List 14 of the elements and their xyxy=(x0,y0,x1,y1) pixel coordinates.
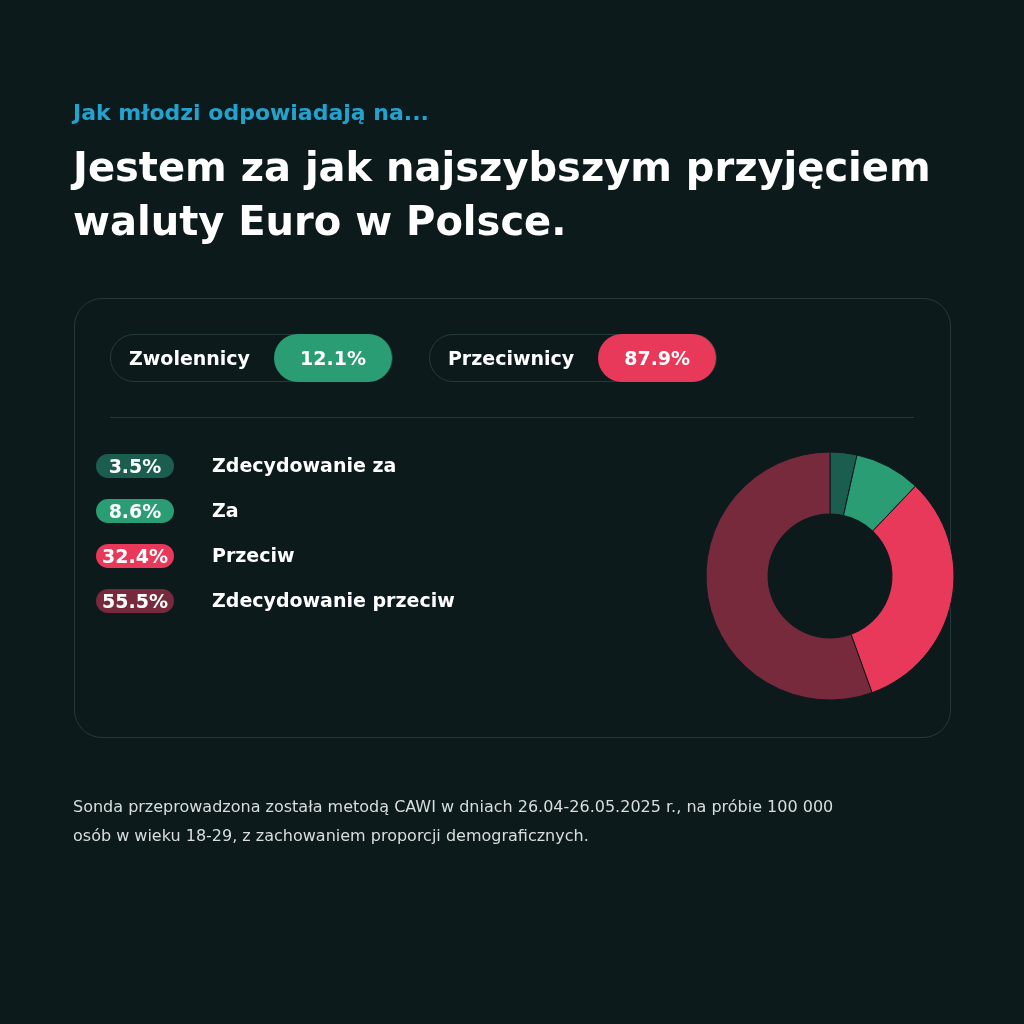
legend-label: Zdecydowanie za xyxy=(212,454,397,476)
text: Sonda przeprowadzona została metodą CAWI w dniach 26.04-26.05.2025 r., na próbie 100 000 osób w wieku 18-29, z zachowaniem proporcji demograficznych. xyxy=(73,796,835,847)
text: 12.1% xyxy=(274,334,392,382)
text: Zwolennicy xyxy=(128,347,251,369)
data-label: 32.4% xyxy=(96,544,174,568)
text: Przeciwnicy xyxy=(446,347,576,369)
chart-subtitle: Jak młodzi odpowiadają na... xyxy=(73,100,429,125)
data-label: 3.5% xyxy=(96,454,174,478)
data-label: 55.5% xyxy=(96,589,174,613)
text: 87.9% xyxy=(598,334,717,382)
legend-label: Za xyxy=(212,499,239,521)
legend-label: Zdecydowanie przeciw xyxy=(212,589,455,611)
legend-label: Przeciw xyxy=(212,544,295,566)
data-label: 8.6% xyxy=(96,499,174,523)
